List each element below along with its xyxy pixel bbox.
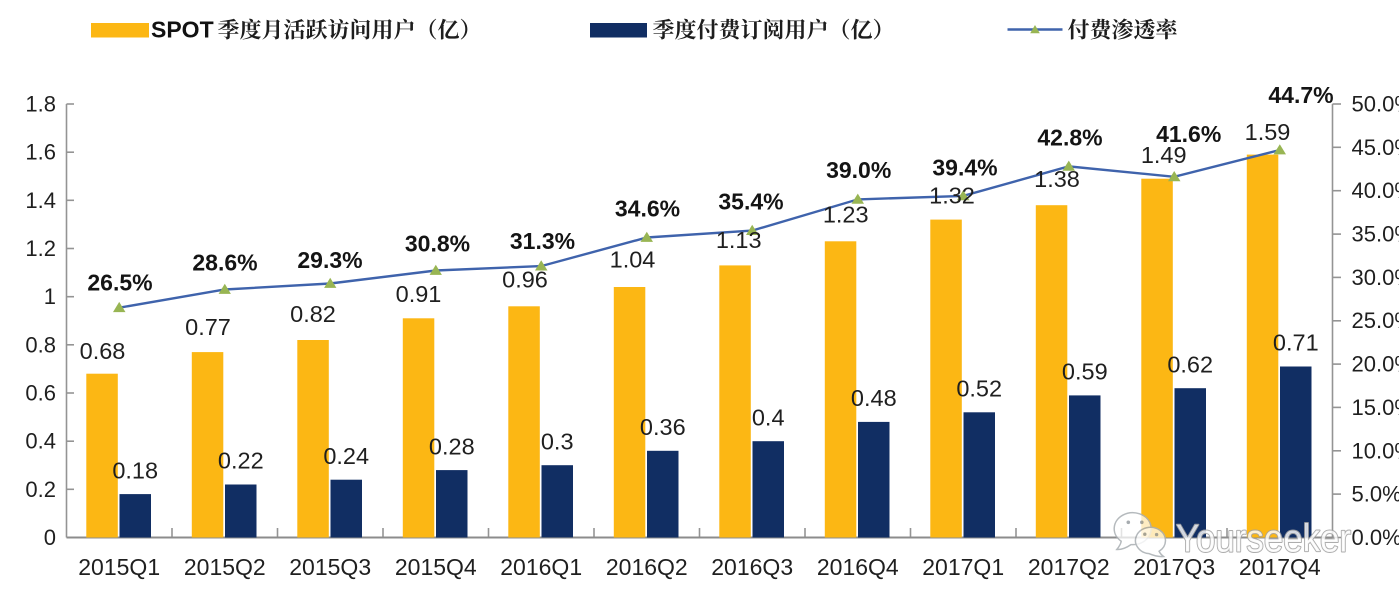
svg-text:0.24: 0.24 <box>323 443 369 469</box>
svg-text:44.7%: 44.7% <box>1268 82 1333 108</box>
svg-text:15.0%: 15.0% <box>1352 395 1399 420</box>
svg-text:2015Q4: 2015Q4 <box>395 554 477 580</box>
svg-text:2016Q1: 2016Q1 <box>500 554 582 580</box>
svg-text:0.71: 0.71 <box>1273 330 1319 356</box>
svg-text:0.96: 0.96 <box>502 267 548 293</box>
svg-text:30.8%: 30.8% <box>405 231 470 257</box>
svg-text:0.6: 0.6 <box>25 381 56 406</box>
svg-text:0.91: 0.91 <box>396 281 442 307</box>
svg-text:0.4: 0.4 <box>752 404 785 430</box>
svg-text:34.6%: 34.6% <box>615 196 680 222</box>
svg-text:0.2: 0.2 <box>25 477 56 502</box>
svg-text:35.4%: 35.4% <box>718 189 783 215</box>
svg-text:0.18: 0.18 <box>112 457 158 483</box>
svg-text:45.0%: 45.0% <box>1352 135 1399 160</box>
svg-text:10.0%: 10.0% <box>1352 438 1399 463</box>
svg-text:0.3: 0.3 <box>541 428 574 454</box>
svg-text:50.0%: 50.0% <box>1352 92 1399 117</box>
svg-text:0.52: 0.52 <box>956 376 1002 402</box>
svg-text:0.48: 0.48 <box>851 385 897 411</box>
svg-text:28.6%: 28.6% <box>192 250 257 276</box>
svg-text:0: 0 <box>44 525 56 550</box>
svg-text:25.0%: 25.0% <box>1352 308 1399 333</box>
svg-text:0.62: 0.62 <box>1167 351 1213 377</box>
svg-text:5.0%: 5.0% <box>1352 482 1399 507</box>
svg-text:2016Q4: 2016Q4 <box>817 554 899 580</box>
svg-text:0.0%: 0.0% <box>1352 525 1399 550</box>
svg-text:1.13: 1.13 <box>716 227 762 253</box>
svg-text:0.77: 0.77 <box>185 314 231 340</box>
svg-text:0.68: 0.68 <box>80 338 126 364</box>
svg-text:0.36: 0.36 <box>640 414 686 440</box>
svg-text:0.22: 0.22 <box>218 448 264 474</box>
svg-text:1.6: 1.6 <box>25 140 56 165</box>
svg-text:1.04: 1.04 <box>610 247 656 273</box>
svg-text:2016Q3: 2016Q3 <box>711 554 793 580</box>
svg-text:1.8: 1.8 <box>25 92 56 117</box>
svg-text:20.0%: 20.0% <box>1352 352 1399 377</box>
svg-text:29.3%: 29.3% <box>297 247 362 273</box>
svg-text:SPOT: SPOT <box>151 17 214 43</box>
svg-text:0.82: 0.82 <box>290 301 336 327</box>
svg-text:2017Q1: 2017Q1 <box>922 554 1004 580</box>
svg-text:26.5%: 26.5% <box>87 270 152 296</box>
svg-text:40.0%: 40.0% <box>1352 178 1399 203</box>
svg-text:1.32: 1.32 <box>929 183 975 209</box>
svg-text:35.0%: 35.0% <box>1352 222 1399 247</box>
svg-text:0.4: 0.4 <box>25 429 56 454</box>
svg-text:30.0%: 30.0% <box>1352 265 1399 290</box>
svg-text:2015Q1: 2015Q1 <box>78 554 160 580</box>
svg-text:41.6%: 41.6% <box>1156 121 1221 147</box>
svg-text:1: 1 <box>44 284 56 309</box>
svg-text:2017Q2: 2017Q2 <box>1028 554 1110 580</box>
svg-text:2015Q2: 2015Q2 <box>184 554 266 580</box>
svg-text:39.0%: 39.0% <box>826 157 891 183</box>
svg-text:2015Q3: 2015Q3 <box>289 554 371 580</box>
svg-text:1.4: 1.4 <box>25 188 56 213</box>
svg-text:0.8: 0.8 <box>25 332 56 357</box>
svg-text:31.3%: 31.3% <box>510 228 575 254</box>
svg-text:Yourseeker: Yourseeker <box>1176 518 1351 561</box>
svg-text:1.23: 1.23 <box>823 202 869 228</box>
svg-text:1.2: 1.2 <box>25 236 56 261</box>
svg-text:39.4%: 39.4% <box>932 155 997 181</box>
svg-text:0.59: 0.59 <box>1062 359 1108 385</box>
svg-text:1.59: 1.59 <box>1245 119 1291 145</box>
svg-text:42.8%: 42.8% <box>1037 125 1102 151</box>
svg-text:0.28: 0.28 <box>429 433 475 459</box>
svg-text:2016Q2: 2016Q2 <box>606 554 688 580</box>
svg-text:1.38: 1.38 <box>1034 166 1080 192</box>
